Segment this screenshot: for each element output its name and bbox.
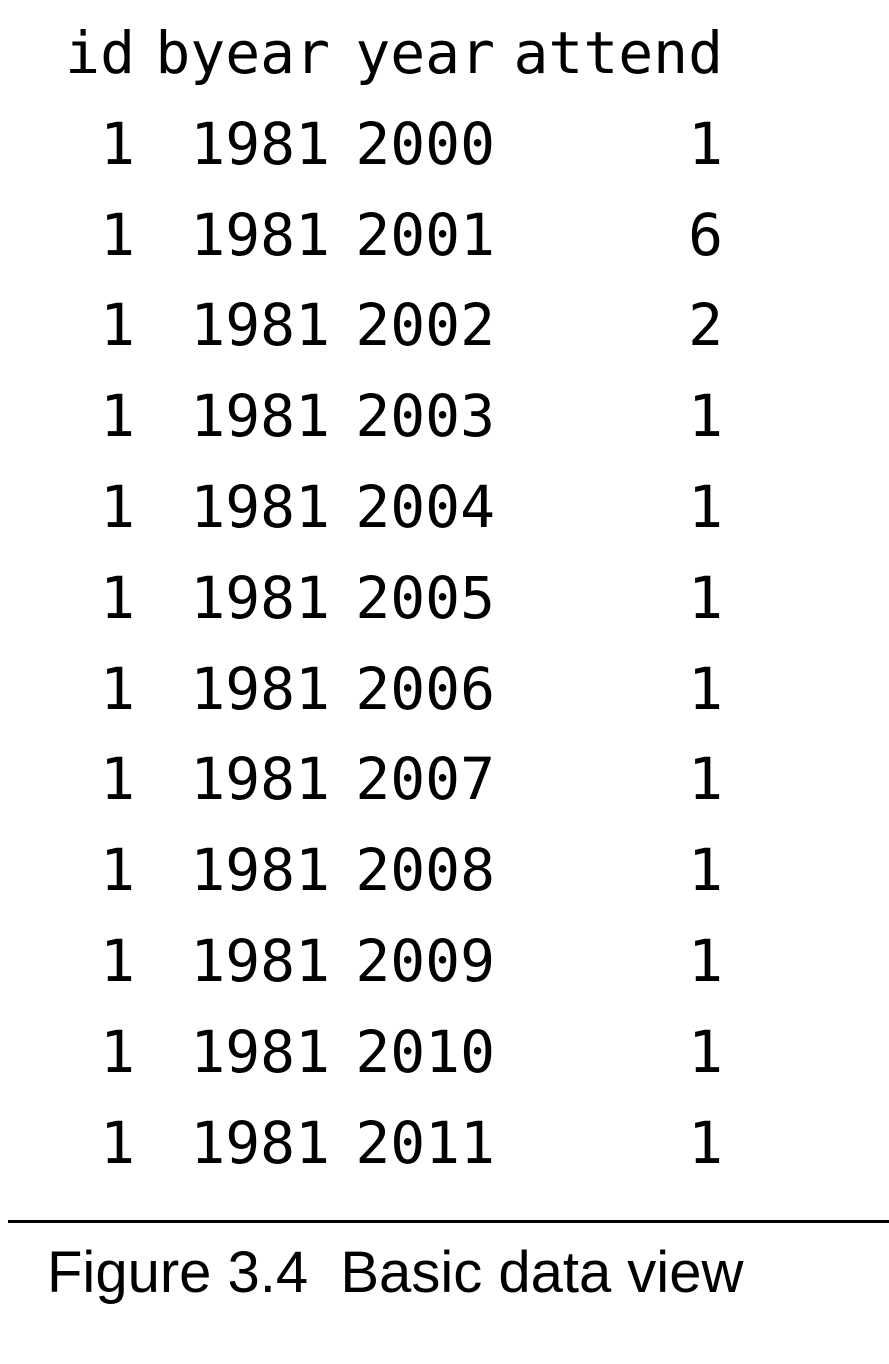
table-cell-attend: 1 [688, 1108, 723, 1177]
table-cell-spacer [723, 1098, 760, 1189]
table-cell-year: 2002 [355, 291, 495, 360]
table-cell-spacer [723, 553, 760, 644]
table-row: 1 1981 2000 1 [0, 99, 760, 190]
table-cell-id: 1 [100, 926, 135, 995]
table-cell-byear: 1981 [190, 109, 330, 178]
column-header-year: year [355, 19, 495, 87]
table-row: 1 1981 2007 1 [0, 734, 760, 825]
table-cell-spacer [723, 462, 760, 553]
table-cell-id: 1 [100, 836, 135, 905]
table-cell-year: 2005 [355, 563, 495, 632]
table-cell-year: 2000 [355, 109, 495, 178]
table-cell-id: 1 [100, 1108, 135, 1177]
table-body: 1 1981 2000 1 1 1981 2001 6 1 1981 2002 2 1 1981 2003 1… [0, 99, 760, 1189]
table-cell-attend: 2 [688, 291, 723, 360]
table-cell-byear: 1981 [190, 291, 330, 360]
table-row: 1 1981 2001 6 [0, 190, 760, 281]
table-cell-year: 2001 [355, 200, 495, 269]
column-header-attend: attend [513, 19, 723, 87]
table-cell-byear: 1981 [190, 745, 330, 814]
table-cell-year: 2003 [355, 382, 495, 451]
table-cell-attend: 1 [688, 382, 723, 451]
table-cell-byear: 1981 [190, 472, 330, 541]
table-cell-spacer [723, 190, 760, 281]
figure-caption: Figure 3.4 Basic data view [47, 1240, 744, 1305]
table-cell-year: 2004 [355, 472, 495, 541]
table-cell-attend: 6 [688, 200, 723, 269]
table-cell-year: 2010 [355, 1017, 495, 1086]
table-cell-spacer [723, 1007, 760, 1098]
table-row: 1 1981 2011 1 [0, 1098, 760, 1189]
table-cell-spacer [723, 280, 760, 371]
table-cell-id: 1 [100, 291, 135, 360]
table-cell-spacer [723, 371, 760, 462]
table-cell-byear: 1981 [190, 1108, 330, 1177]
table-cell-id: 1 [100, 1017, 135, 1086]
table-cell-spacer [723, 916, 760, 1007]
table-row: 1 1981 2010 1 [0, 1007, 760, 1098]
table-header-row: id byear year attend [0, 8, 760, 99]
table-row: 1 1981 2008 1 [0, 825, 760, 916]
table-cell-spacer [723, 644, 760, 735]
table-row: 1 1981 2003 1 [0, 371, 760, 462]
table-cell-byear: 1981 [190, 926, 330, 995]
table-cell-byear: 1981 [190, 200, 330, 269]
table-row: 1 1981 2006 1 [0, 644, 760, 735]
table-cell-spacer [723, 825, 760, 916]
table-cell-byear: 1981 [190, 654, 330, 723]
table-cell-id: 1 [100, 109, 135, 178]
table-cell-attend: 1 [688, 654, 723, 723]
table-cell-id: 1 [100, 654, 135, 723]
table-cell-attend: 1 [688, 563, 723, 632]
table-cell-attend: 1 [688, 926, 723, 995]
table-cell-id: 1 [100, 382, 135, 451]
table-cell-spacer [723, 734, 760, 825]
table-cell-attend: 1 [688, 745, 723, 814]
table-cell-attend: 1 [688, 836, 723, 905]
table-cell-year: 2006 [355, 654, 495, 723]
column-header-byear: byear [155, 19, 330, 87]
table-cell-byear: 1981 [190, 836, 330, 905]
table-row: 1 1981 2004 1 [0, 462, 760, 553]
table-cell-spacer [723, 99, 760, 190]
table-cell-attend: 1 [688, 109, 723, 178]
table-cell-byear: 1981 [190, 382, 330, 451]
table-cell-year: 2007 [355, 745, 495, 814]
table-cell-byear: 1981 [190, 563, 330, 632]
column-spacer [723, 8, 760, 99]
table-cell-byear: 1981 [190, 1017, 330, 1086]
caption-divider [8, 1220, 889, 1223]
table-cell-year: 2008 [355, 836, 495, 905]
table-row: 1 1981 2002 2 [0, 280, 760, 371]
table-row: 1 1981 2009 1 [0, 916, 760, 1007]
table-cell-attend: 1 [688, 472, 723, 541]
column-header-id: id [65, 19, 135, 87]
table-cell-year: 2011 [355, 1108, 495, 1177]
table-row: 1 1981 2005 1 [0, 553, 760, 644]
table-cell-attend: 1 [688, 1017, 723, 1086]
table-cell-id: 1 [100, 472, 135, 541]
table-cell-id: 1 [100, 200, 135, 269]
data-table: id byear year attend 1 1981 2000 1 1 1981 2001… [0, 8, 760, 1188]
table-cell-year: 2009 [355, 926, 495, 995]
table-cell-id: 1 [100, 745, 135, 814]
table-cell-id: 1 [100, 563, 135, 632]
